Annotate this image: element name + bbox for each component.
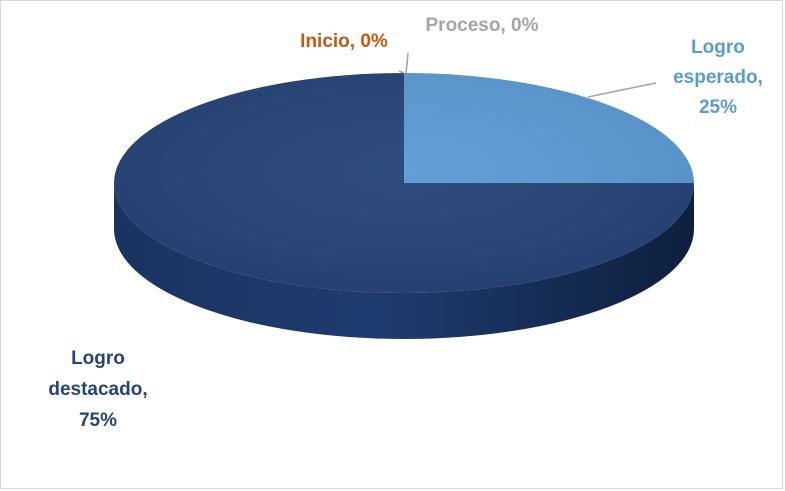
data-label-logro-destacado: Logro destacado, 75% (48, 348, 147, 431)
leader-line-inicio (398, 70, 405, 74)
leader-line-logro-esperado (587, 82, 657, 98)
data-label-proceso: Proceso, 0% (426, 15, 539, 36)
data-label-logro-esperado: Logro esperado, 25% (673, 37, 763, 118)
data-label-inicio: Inicio, 0% (300, 31, 388, 52)
pie-side-wall (114, 183, 694, 339)
pie-top-shading (114, 73, 694, 293)
leader-line-proceso (405, 52, 409, 74)
